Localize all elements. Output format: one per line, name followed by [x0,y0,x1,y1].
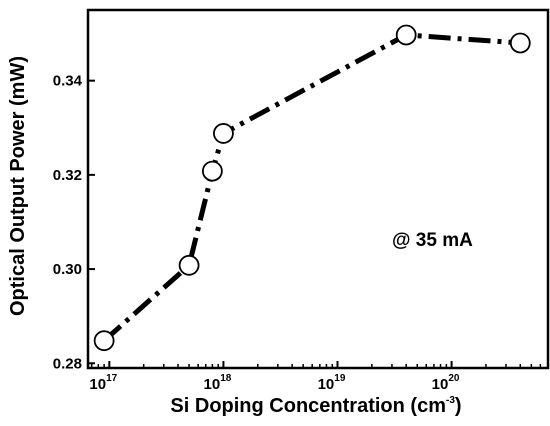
x-axis-title-tail: ) [455,395,462,417]
series-line [102,32,521,343]
data-point [213,123,234,144]
x-tick-exp: 20 [448,373,460,384]
data-point [178,254,200,276]
x-tick-label: 1019 [318,373,346,393]
x-axis: 1017 1018 1019 1020 [89,361,549,393]
x-axis-title-main: Si Doping Concentration (cm [170,395,446,417]
x-tick-base: 10 [204,376,221,393]
plot-area [86,8,550,370]
series-layer [93,24,531,352]
y-tick-label: 0.30 [53,261,82,278]
data-point [395,24,417,46]
data-point [509,32,531,54]
x-tick-label: 1020 [432,373,460,393]
y-tick-label: 0.34 [53,73,83,90]
x-tick-label: 1018 [204,373,232,393]
plot-frame [86,8,550,370]
y-tick-label: 0.32 [53,167,82,184]
x-tick-base: 10 [318,376,335,393]
x-tick-exp: 19 [334,373,346,384]
x-axis-title-sup: -3 [446,395,455,406]
data-point [201,160,223,182]
x-tick-label: 1017 [89,373,117,393]
y-tick-label: 0.28 [53,355,82,372]
y-axis-title: Optical Output Power (mW) [7,56,29,316]
x-tick-base: 10 [432,376,449,393]
x-tick-base: 10 [89,376,106,393]
chart-annotation: @ 35 mA [392,230,473,251]
x-tick-exp: 18 [220,373,232,384]
x-tick-exp: 17 [106,373,118,384]
y-axis: 0.28 0.30 0.32 0.34 [53,73,95,372]
x-axis-title: Si Doping Concentration (cm-3) [170,395,461,417]
data-point [93,330,115,352]
